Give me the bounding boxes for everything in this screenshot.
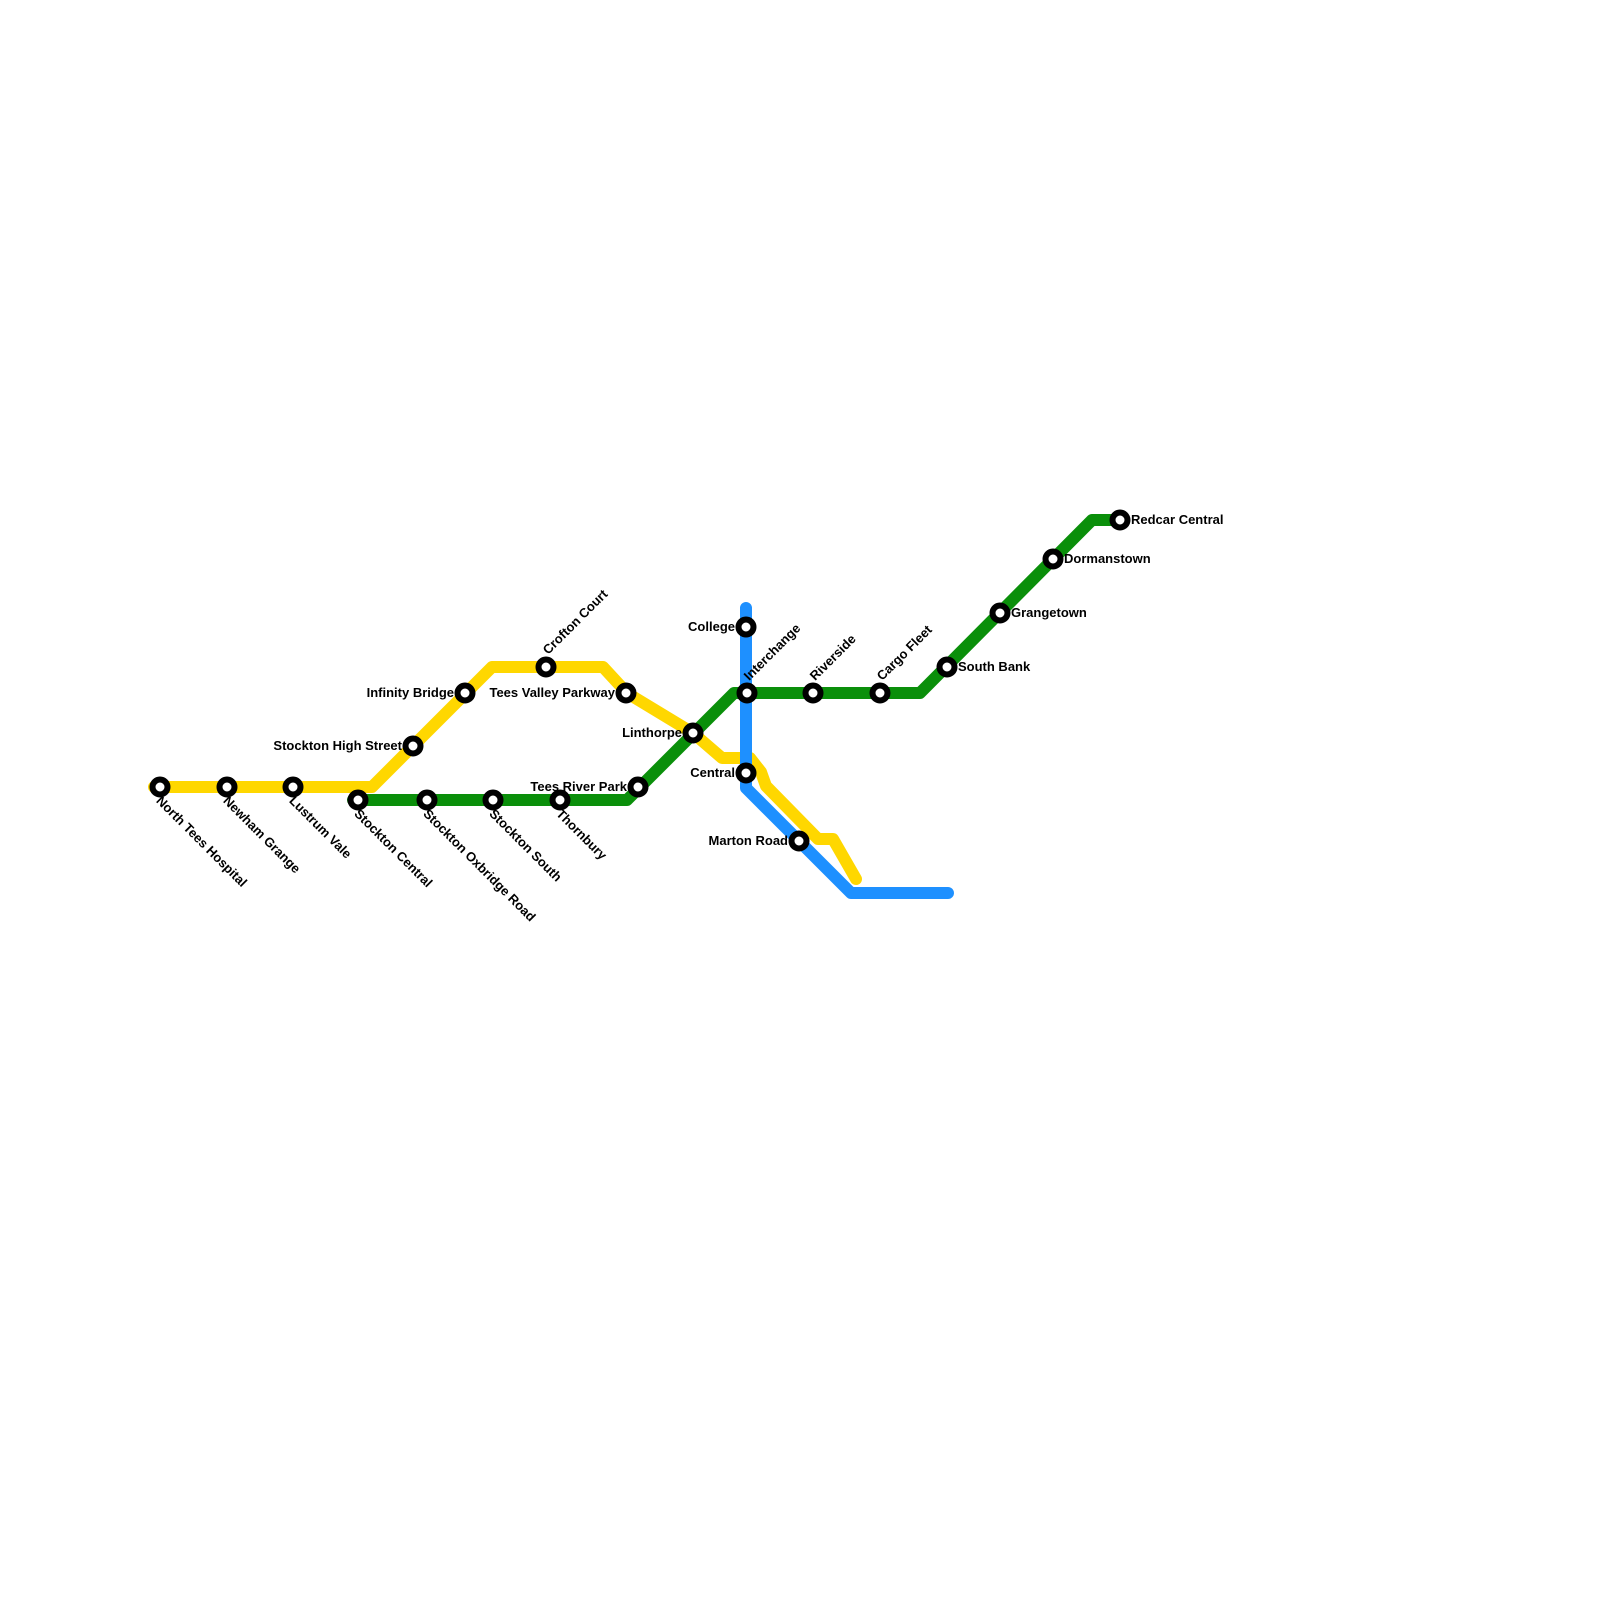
line-yellow: [148, 661, 862, 885]
station-marker-stockton-south[interactable]: [482, 789, 504, 811]
station-marker-linthorpe[interactable]: [682, 722, 704, 744]
station-marker-stockton-oxbridge-road[interactable]: [416, 789, 438, 811]
station-marker-marton-road[interactable]: [788, 830, 810, 852]
station-marker-infinity-bridge[interactable]: [454, 682, 476, 704]
station-marker-lustrum-vale[interactable]: [282, 776, 304, 798]
station-marker-central[interactable]: [735, 762, 757, 784]
station-marker-thornbury[interactable]: [549, 789, 571, 811]
station-marker-cargo-fleet[interactable]: [869, 682, 891, 704]
station-marker-grangetown[interactable]: [989, 602, 1011, 624]
station-marker-tees-valley-parkway[interactable]: [615, 682, 637, 704]
station-marker-stockton-central[interactable]: [347, 789, 369, 811]
line-blue: [740, 602, 954, 899]
station-marker-interchange[interactable]: [736, 682, 758, 704]
station-marker-newham-grange[interactable]: [216, 776, 238, 798]
station-marker-stockton-high-street[interactable]: [402, 735, 424, 757]
station-marker-redcar-central[interactable]: [1109, 509, 1131, 531]
station-marker-tees-river-park[interactable]: [627, 776, 649, 798]
station-marker-crofton-court[interactable]: [535, 656, 557, 678]
station-marker-south-bank[interactable]: [936, 656, 958, 678]
station-marker-north-tees-hospital[interactable]: [149, 776, 171, 798]
station-marker-riverside[interactable]: [802, 682, 824, 704]
station-marker-college[interactable]: [735, 616, 757, 638]
line-green: [347, 514, 1126, 806]
station-marker-dormanstown[interactable]: [1042, 548, 1064, 570]
